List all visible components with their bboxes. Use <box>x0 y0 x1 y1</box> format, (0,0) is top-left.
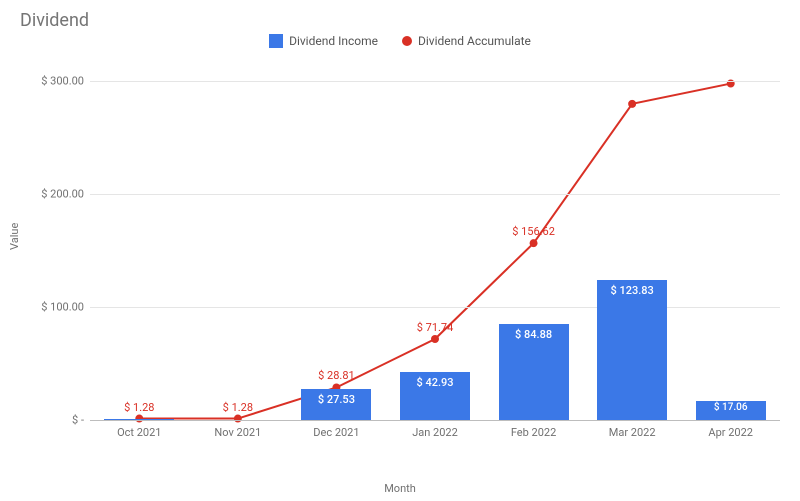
y-tick-label: $ 200.00 <box>41 188 90 201</box>
line-point <box>628 100 636 108</box>
chart-plot-area: $ -$ 100.00$ 200.00$ 300.00Oct 2021Nov 2… <box>90 70 780 440</box>
bar-value-label: $ 123.83 <box>610 284 653 297</box>
y-axis-label: Value <box>8 223 21 250</box>
bar: $ 123.83 <box>597 280 667 420</box>
gridline <box>90 81 780 82</box>
line-point <box>530 239 538 247</box>
y-tick-label: $ 100.00 <box>41 301 90 314</box>
legend-swatch-bar <box>269 34 283 48</box>
line-value-label: $ 1.28 <box>223 400 253 413</box>
chart-title: Dividend <box>20 10 89 31</box>
gridline <box>90 194 780 195</box>
line-value-label: $ 28.81 <box>318 369 355 382</box>
legend: Dividend Income Dividend Accumulate <box>0 34 800 48</box>
x-tick-label: Jan 2022 <box>412 426 458 439</box>
legend-label-bar: Dividend Income <box>289 34 378 48</box>
baseline <box>90 420 780 421</box>
legend-swatch-line <box>402 36 412 46</box>
bar: $ 17.06 <box>696 401 766 420</box>
y-tick-label: $ - <box>72 414 90 427</box>
bar <box>104 419 174 420</box>
x-axis-label: Month <box>384 482 416 495</box>
bar-value-label: $ 42.93 <box>416 376 453 389</box>
gridline <box>90 307 780 308</box>
legend-item-bar: Dividend Income <box>269 34 378 48</box>
bar: $ 84.88 <box>499 324 569 420</box>
line-value-label: $ 156.62 <box>512 225 555 238</box>
x-tick-label: Oct 2021 <box>117 426 161 439</box>
legend-label-line: Dividend Accumulate <box>418 34 531 48</box>
bar-value-label: $ 17.06 <box>714 402 748 413</box>
x-tick-label: Apr 2022 <box>708 426 753 439</box>
x-tick-label: Nov 2021 <box>214 426 261 439</box>
line-point <box>431 335 439 343</box>
x-tick-label: Dec 2021 <box>313 426 359 439</box>
line-point <box>234 415 242 423</box>
legend-item-line: Dividend Accumulate <box>402 34 531 48</box>
x-tick-label: Feb 2022 <box>511 426 556 439</box>
line-value-label: $ 1.28 <box>124 400 154 413</box>
bar-value-label: $ 27.53 <box>318 393 355 406</box>
line-value-label: $ 71.74 <box>417 321 454 334</box>
bar-value-label: $ 84.88 <box>515 328 552 341</box>
x-tick-label: Mar 2022 <box>609 426 656 439</box>
bar: $ 27.53 <box>301 389 371 420</box>
bar: $ 42.93 <box>400 372 470 420</box>
y-tick-label: $ 300.00 <box>41 75 90 88</box>
